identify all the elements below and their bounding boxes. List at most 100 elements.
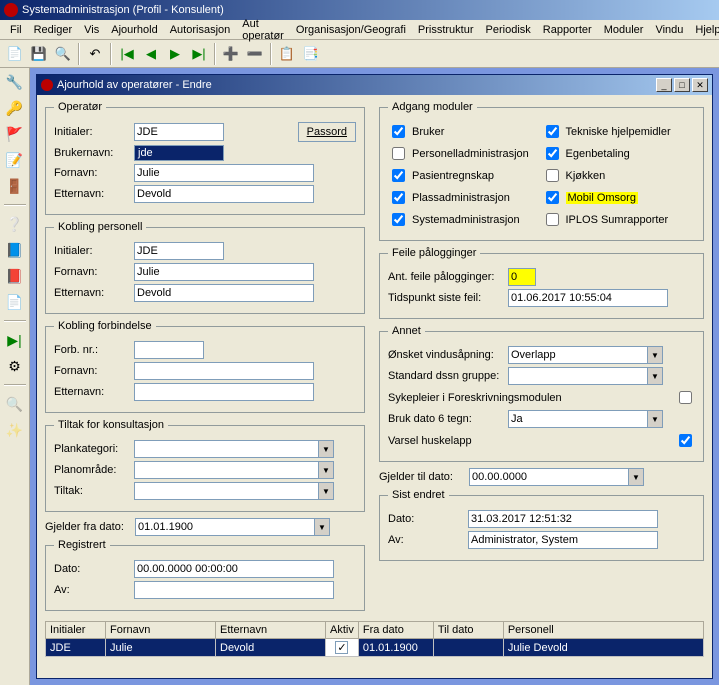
input-forbnr[interactable] <box>134 341 204 359</box>
nav-last-icon[interactable]: ▶| <box>188 43 210 65</box>
input-kp-initialer[interactable] <box>134 242 224 260</box>
dock-key-icon[interactable]: 🔑 <box>5 98 25 118</box>
menu-aut-operator[interactable]: Aut operatør <box>236 16 290 44</box>
input-gjelder-til[interactable] <box>469 468 644 486</box>
menu-prisstruktur[interactable]: Prisstruktur <box>412 22 480 38</box>
label-planomrade: Planområde: <box>54 464 134 476</box>
menu-moduler[interactable]: Moduler <box>598 22 650 38</box>
input-tidspunkt[interactable] <box>508 289 668 307</box>
col-fornavn[interactable]: Fornavn <box>106 622 216 639</box>
toolbar-action2-icon[interactable]: 📑 <box>300 43 322 65</box>
input-brukernavn[interactable]: jde <box>134 145 224 161</box>
menu-rediger[interactable]: Rediger <box>28 22 79 38</box>
maximize-button[interactable]: □ <box>674 78 690 92</box>
chk-sykepleier[interactable] <box>679 391 692 404</box>
chevron-down-icon[interactable]: ▼ <box>647 368 662 384</box>
dock-doc-icon[interactable]: 📄 <box>5 292 25 312</box>
mdi-area: Ajourhold av operatører - Endre _ □ ✕ Op… <box>30 68 719 685</box>
chevron-down-icon[interactable]: ▼ <box>314 519 329 535</box>
select-brukdato6[interactable] <box>508 410 663 428</box>
table-row[interactable]: JDE Julie Devold ✓ 01.01.1900 Julie Devo… <box>46 639 704 657</box>
toolbar-new-icon[interactable]: 📄 <box>4 43 26 65</box>
menu-hjelp[interactable]: Hjelp <box>689 22 719 38</box>
chevron-down-icon[interactable]: ▼ <box>318 483 333 499</box>
menu-vis[interactable]: Vis <box>78 22 105 38</box>
menu-fil[interactable]: Fil <box>4 22 28 38</box>
menu-periodisk[interactable]: Periodisk <box>480 22 537 38</box>
toolbar-delete-icon[interactable]: ➖ <box>244 43 266 65</box>
toolbar-add-icon[interactable]: ➕ <box>220 43 242 65</box>
minimize-button[interactable]: _ <box>656 78 672 92</box>
chevron-down-icon[interactable]: ▼ <box>318 462 333 478</box>
operator-table[interactable]: Initialer Fornavn Etternavn Aktiv Fra da… <box>45 621 704 657</box>
select-planomrade[interactable] <box>134 461 334 479</box>
nav-prev-icon[interactable]: ◀ <box>140 43 162 65</box>
chk-bruker[interactable]: Bruker <box>388 122 542 141</box>
input-ant-feile[interactable] <box>508 268 536 286</box>
select-plankategori[interactable] <box>134 440 334 458</box>
menu-vindu[interactable]: Vindu <box>649 22 689 38</box>
dock-wand-icon[interactable]: ✨ <box>5 420 25 440</box>
chk-mobil[interactable]: Mobil Omsorg <box>542 188 696 207</box>
passord-button[interactable]: Passord <box>298 122 356 142</box>
col-etternavn[interactable]: Etternavn <box>216 622 326 639</box>
chk-varsel[interactable] <box>679 434 692 447</box>
input-etternavn[interactable] <box>134 185 314 203</box>
input-reg-dato[interactable] <box>134 560 334 578</box>
menubar: Fil Rediger Vis Ajourhold Autorisasjon A… <box>0 20 719 40</box>
menu-organisasjon[interactable]: Organisasjon/Geografi <box>290 22 412 38</box>
dock-help-icon[interactable]: ❔ <box>5 214 25 234</box>
input-fornavn[interactable] <box>134 164 314 182</box>
chk-plass[interactable]: Plassadministrasjon <box>388 188 542 207</box>
select-dssn[interactable] <box>508 367 663 385</box>
input-se-dato[interactable] <box>468 510 658 528</box>
dock-book-icon[interactable]: 📘 <box>5 240 25 260</box>
dock-note-icon[interactable]: 📝 <box>5 150 25 170</box>
select-tiltak[interactable] <box>134 482 334 500</box>
cell-aktiv[interactable]: ✓ <box>326 639 359 657</box>
col-initialer[interactable]: Initialer <box>46 622 106 639</box>
input-kp-fornavn[interactable] <box>134 263 314 281</box>
nav-first-icon[interactable]: |◀ <box>116 43 138 65</box>
input-kf-fornavn[interactable] <box>134 362 314 380</box>
input-reg-av[interactable] <box>134 581 334 599</box>
toolbar-unknown-icon[interactable]: 🔍 <box>52 43 74 65</box>
chk-pasient[interactable]: Pasientregnskap <box>388 166 542 185</box>
input-initialer[interactable] <box>134 123 224 141</box>
chk-tekniske[interactable]: Tekniske hjelpemidler <box>542 122 696 141</box>
chevron-down-icon[interactable]: ▼ <box>647 411 662 427</box>
chevron-down-icon[interactable]: ▼ <box>318 441 333 457</box>
chevron-down-icon[interactable]: ▼ <box>628 469 643 485</box>
toolbar-undo-icon[interactable]: ↶ <box>84 43 106 65</box>
col-til-dato[interactable]: Til dato <box>433 622 503 639</box>
dock-play-icon[interactable]: ▶| <box>5 330 25 350</box>
chk-system[interactable]: Systemadministrasjon <box>388 210 542 229</box>
dock-book2-icon[interactable]: 📕 <box>5 266 25 286</box>
dock-tool-icon[interactable]: 🔧 <box>5 72 25 92</box>
close-button[interactable]: ✕ <box>692 78 708 92</box>
col-aktiv[interactable]: Aktiv <box>326 622 359 639</box>
dock-flag-icon[interactable]: 🚩 <box>5 124 25 144</box>
chk-personell[interactable]: Personelladministrasjon <box>388 144 542 163</box>
select-onsket[interactable] <box>508 346 663 364</box>
col-personell[interactable]: Personell <box>503 622 703 639</box>
chk-iplos[interactable]: IPLOS Sumrapporter <box>542 210 696 229</box>
input-kp-etternavn[interactable] <box>134 284 314 302</box>
toolbar-action1-icon[interactable]: 📋 <box>276 43 298 65</box>
input-se-av[interactable] <box>468 531 658 549</box>
toolbar-save-icon[interactable]: 💾 <box>28 43 50 65</box>
chk-kjokken[interactable]: Kjøkken <box>542 166 696 185</box>
chk-egen[interactable]: Egenbetaling <box>542 144 696 163</box>
dock-zoom-icon[interactable]: 🔍 <box>5 394 25 414</box>
menu-rapporter[interactable]: Rapporter <box>537 22 598 38</box>
dock-exit-icon[interactable]: 🚪 <box>5 176 25 196</box>
input-gjelder-fra[interactable] <box>135 518 330 536</box>
legend-registrert: Registrert <box>54 539 110 551</box>
input-kf-etternavn[interactable] <box>134 383 314 401</box>
nav-next-icon[interactable]: ▶ <box>164 43 186 65</box>
dock-settings-icon[interactable]: ⚙ <box>5 356 25 376</box>
chevron-down-icon[interactable]: ▼ <box>647 347 662 363</box>
menu-autorisasjon[interactable]: Autorisasjon <box>164 22 237 38</box>
col-fra-dato[interactable]: Fra dato <box>358 622 433 639</box>
menu-ajourhold[interactable]: Ajourhold <box>105 22 163 38</box>
